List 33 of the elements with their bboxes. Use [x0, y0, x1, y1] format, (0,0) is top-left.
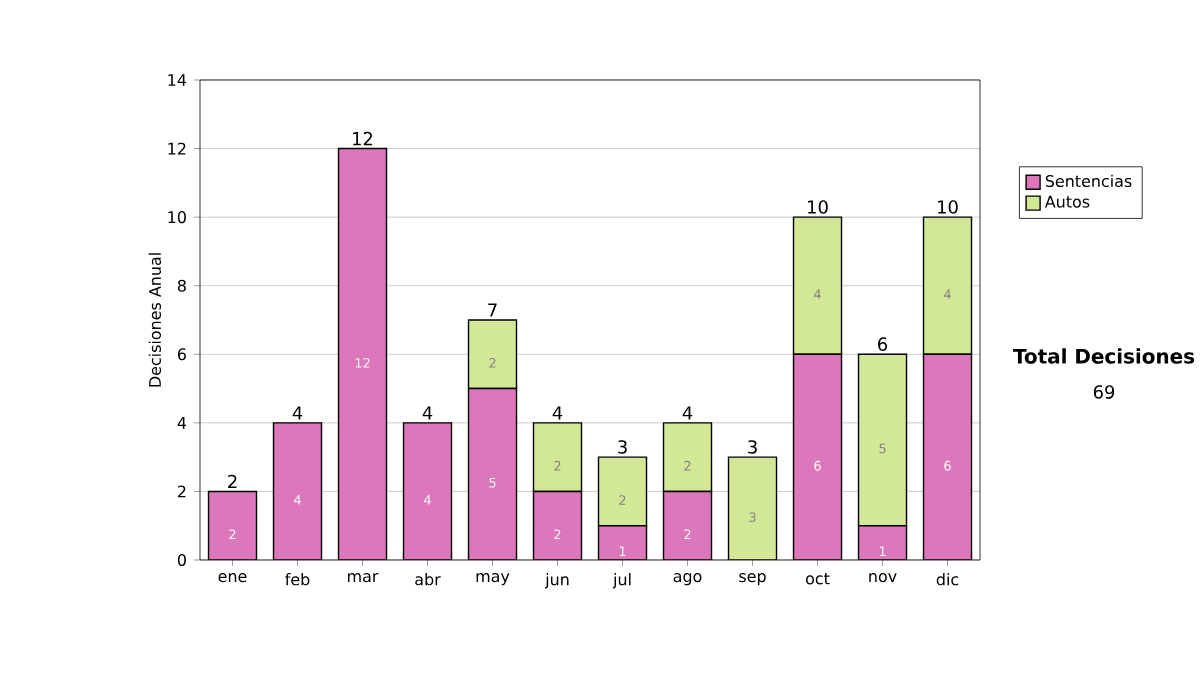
bar [792, 216, 843, 355]
bar [597, 456, 648, 527]
bar [663, 491, 712, 560]
bar [922, 353, 973, 560]
total-label: 4 [682, 406, 693, 420]
bar [208, 491, 257, 560]
bar [662, 422, 713, 493]
bar [533, 491, 582, 560]
text: 69 [1093, 385, 1115, 399]
total-label: 6 [878, 337, 888, 351]
total-label: 10 [808, 200, 828, 214]
total-label: 4 [422, 406, 433, 420]
total-label: 4 [292, 406, 303, 420]
bar [858, 525, 907, 560]
total-label: 7 [488, 303, 497, 317]
text: Total Decisiones [1013, 348, 1195, 364]
bar [728, 457, 777, 560]
bar [922, 216, 973, 355]
bar [532, 422, 583, 493]
bar [338, 148, 387, 560]
bar [793, 354, 842, 560]
bar [468, 388, 517, 560]
bar [273, 422, 322, 560]
bar [857, 353, 908, 527]
total-label: 10 [938, 200, 958, 214]
total-label: 3 [748, 440, 757, 454]
total-label: 3 [618, 440, 627, 454]
bar [403, 422, 452, 560]
total-label: 2 [228, 474, 237, 489]
bar [598, 525, 647, 560]
bar [467, 319, 518, 390]
total-label: 4 [552, 406, 563, 420]
total-label: 12 [353, 131, 373, 146]
